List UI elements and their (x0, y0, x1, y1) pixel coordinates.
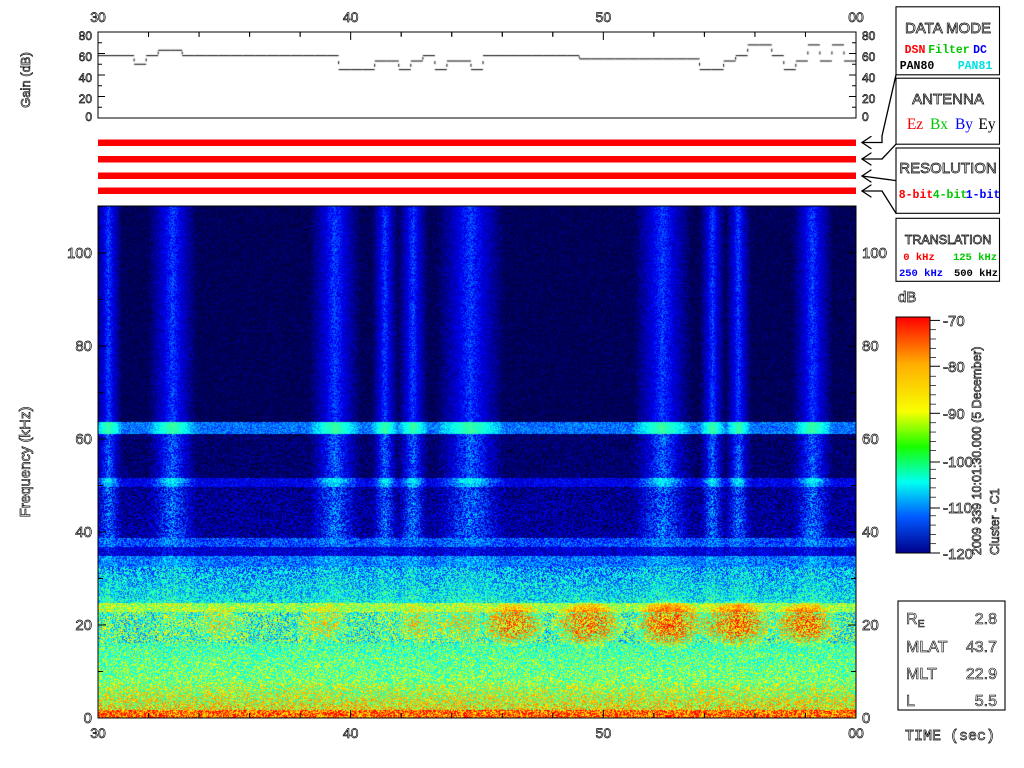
svg-text:Ey: Ey (978, 116, 995, 133)
svg-text:40: 40 (862, 524, 879, 541)
svg-text:00: 00 (848, 725, 864, 741)
svg-text:2009 339 10:01:30.000 (5 Decem: 2009 339 10:01:30.000 (5 December) (970, 347, 984, 555)
svg-text:0: 0 (84, 710, 92, 727)
svg-text:Ez: Ez (907, 116, 923, 133)
svg-text:00: 00 (848, 9, 864, 25)
svg-text:4-bit: 4-bit (933, 189, 968, 202)
svg-text:43.7: 43.7 (966, 639, 997, 656)
svg-text:-110: -110 (943, 500, 972, 517)
svg-text:0 kHz: 0 kHz (903, 252, 935, 264)
svg-text:-120: -120 (943, 546, 973, 563)
svg-text:80: 80 (79, 29, 93, 43)
svg-text:0: 0 (862, 710, 870, 727)
svg-text:-70: -70 (943, 313, 965, 330)
svg-text:Gain (dB): Gain (dB) (18, 52, 33, 108)
svg-text:DC: DC (973, 44, 987, 57)
svg-text:dB: dB (898, 289, 916, 306)
svg-text:1-bit: 1-bit (966, 189, 1001, 202)
svg-text:MLT: MLT (906, 666, 937, 683)
svg-text:80: 80 (75, 338, 92, 355)
svg-text:TIME (sec): TIME (sec) (905, 728, 995, 745)
svg-text:250 kHz: 250 kHz (899, 268, 943, 280)
svg-text:60: 60 (75, 431, 92, 448)
svg-text:PAN81: PAN81 (958, 60, 993, 73)
svg-text:22.9: 22.9 (966, 666, 997, 683)
svg-text:100: 100 (67, 245, 92, 262)
svg-text:Bx: Bx (930, 116, 948, 133)
svg-text:60: 60 (862, 50, 876, 64)
svg-text:Filter: Filter (928, 44, 970, 57)
svg-text:DSN: DSN (905, 44, 926, 57)
svg-text:40: 40 (343, 9, 359, 25)
svg-text:DATA MODE: DATA MODE (905, 20, 991, 37)
svg-text:8-bit: 8-bit (899, 189, 934, 202)
svg-text:20: 20 (862, 617, 879, 634)
svg-text:50: 50 (596, 725, 612, 741)
svg-text:PAN80: PAN80 (900, 60, 935, 73)
svg-text:125 kHz: 125 kHz (953, 252, 997, 264)
svg-text:-80: -80 (943, 359, 965, 376)
svg-text:TRANSLATION: TRANSLATION (905, 233, 992, 247)
svg-text:ANTENNA: ANTENNA (912, 91, 984, 108)
svg-text:30: 30 (90, 725, 106, 741)
svg-text:40: 40 (79, 71, 93, 85)
svg-text:20: 20 (75, 617, 92, 634)
svg-text:Frequency (kHz): Frequency (kHz) (17, 407, 34, 518)
svg-text:40: 40 (862, 71, 876, 85)
svg-text:L: L (906, 693, 915, 710)
svg-text:80: 80 (862, 29, 876, 43)
svg-text:0: 0 (862, 110, 869, 124)
svg-text:Cluster - C1: Cluster - C1 (988, 488, 1002, 555)
svg-text:-90: -90 (943, 406, 965, 423)
svg-text:MLAT: MLAT (906, 639, 948, 656)
svg-text:20: 20 (79, 92, 93, 106)
svg-text:100: 100 (862, 245, 887, 262)
svg-text:80: 80 (862, 338, 879, 355)
svg-text:By: By (955, 116, 973, 133)
svg-text:-100: -100 (943, 454, 973, 471)
svg-text:60: 60 (79, 50, 93, 64)
svg-text:0: 0 (85, 110, 92, 124)
svg-text:5.5: 5.5 (975, 693, 997, 710)
svg-text:50: 50 (596, 9, 612, 25)
svg-text:30: 30 (90, 9, 106, 25)
svg-text:RESOLUTION: RESOLUTION (899, 160, 997, 177)
svg-text:20: 20 (862, 92, 876, 106)
svg-text:40: 40 (343, 725, 359, 741)
svg-text:40: 40 (75, 524, 92, 541)
svg-text:500 kHz: 500 kHz (954, 268, 998, 280)
svg-text:2.8: 2.8 (975, 611, 997, 628)
svg-text:60: 60 (862, 431, 879, 448)
